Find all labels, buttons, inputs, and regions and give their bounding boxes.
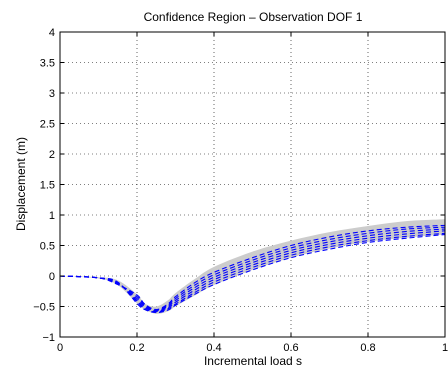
y-axis-ticks: −1 −0.5 0 0.5 1 1.5 2 2.5 3 3.5 4 — [33, 27, 445, 344]
y-tick-label: 0 — [49, 271, 55, 283]
x-axis-ticks: 0 0.2 0.4 0.6 0.8 1 — [57, 32, 448, 354]
y-tick-label: 3.5 — [40, 58, 55, 70]
y-tick-label: 4 — [49, 27, 55, 39]
y-axis-label: Displacement (m) — [14, 137, 28, 231]
chart-title: Confidence Region – Observation DOF 1 — [144, 10, 363, 24]
y-tick-label: 0.5 — [40, 241, 55, 253]
x-tick-label: 0 — [57, 342, 63, 354]
series-line-5 — [59, 226, 446, 311]
series-line-3 — [59, 230, 446, 312]
series-line-4 — [59, 228, 446, 312]
y-tick-label: 3 — [49, 88, 55, 100]
x-tick-label: 1 — [442, 342, 448, 354]
series-lines — [59, 224, 446, 314]
x-tick-label: 0.4 — [206, 342, 221, 354]
grid — [60, 32, 445, 337]
y-tick-label: 2 — [49, 149, 55, 161]
x-tick-label: 0.6 — [283, 342, 298, 354]
y-tick-label: 1 — [49, 210, 55, 222]
y-tick-label: −0.5 — [33, 302, 55, 314]
x-tick-label: 0.8 — [360, 342, 375, 354]
y-tick-label: 2.5 — [40, 119, 55, 131]
series-line-6 — [59, 224, 446, 311]
y-tick-label: −1 — [42, 332, 55, 344]
y-tick-label: 1.5 — [40, 180, 55, 192]
x-axis-label: Incremental load s — [204, 354, 302, 368]
x-tick-label: 0.2 — [129, 342, 144, 354]
